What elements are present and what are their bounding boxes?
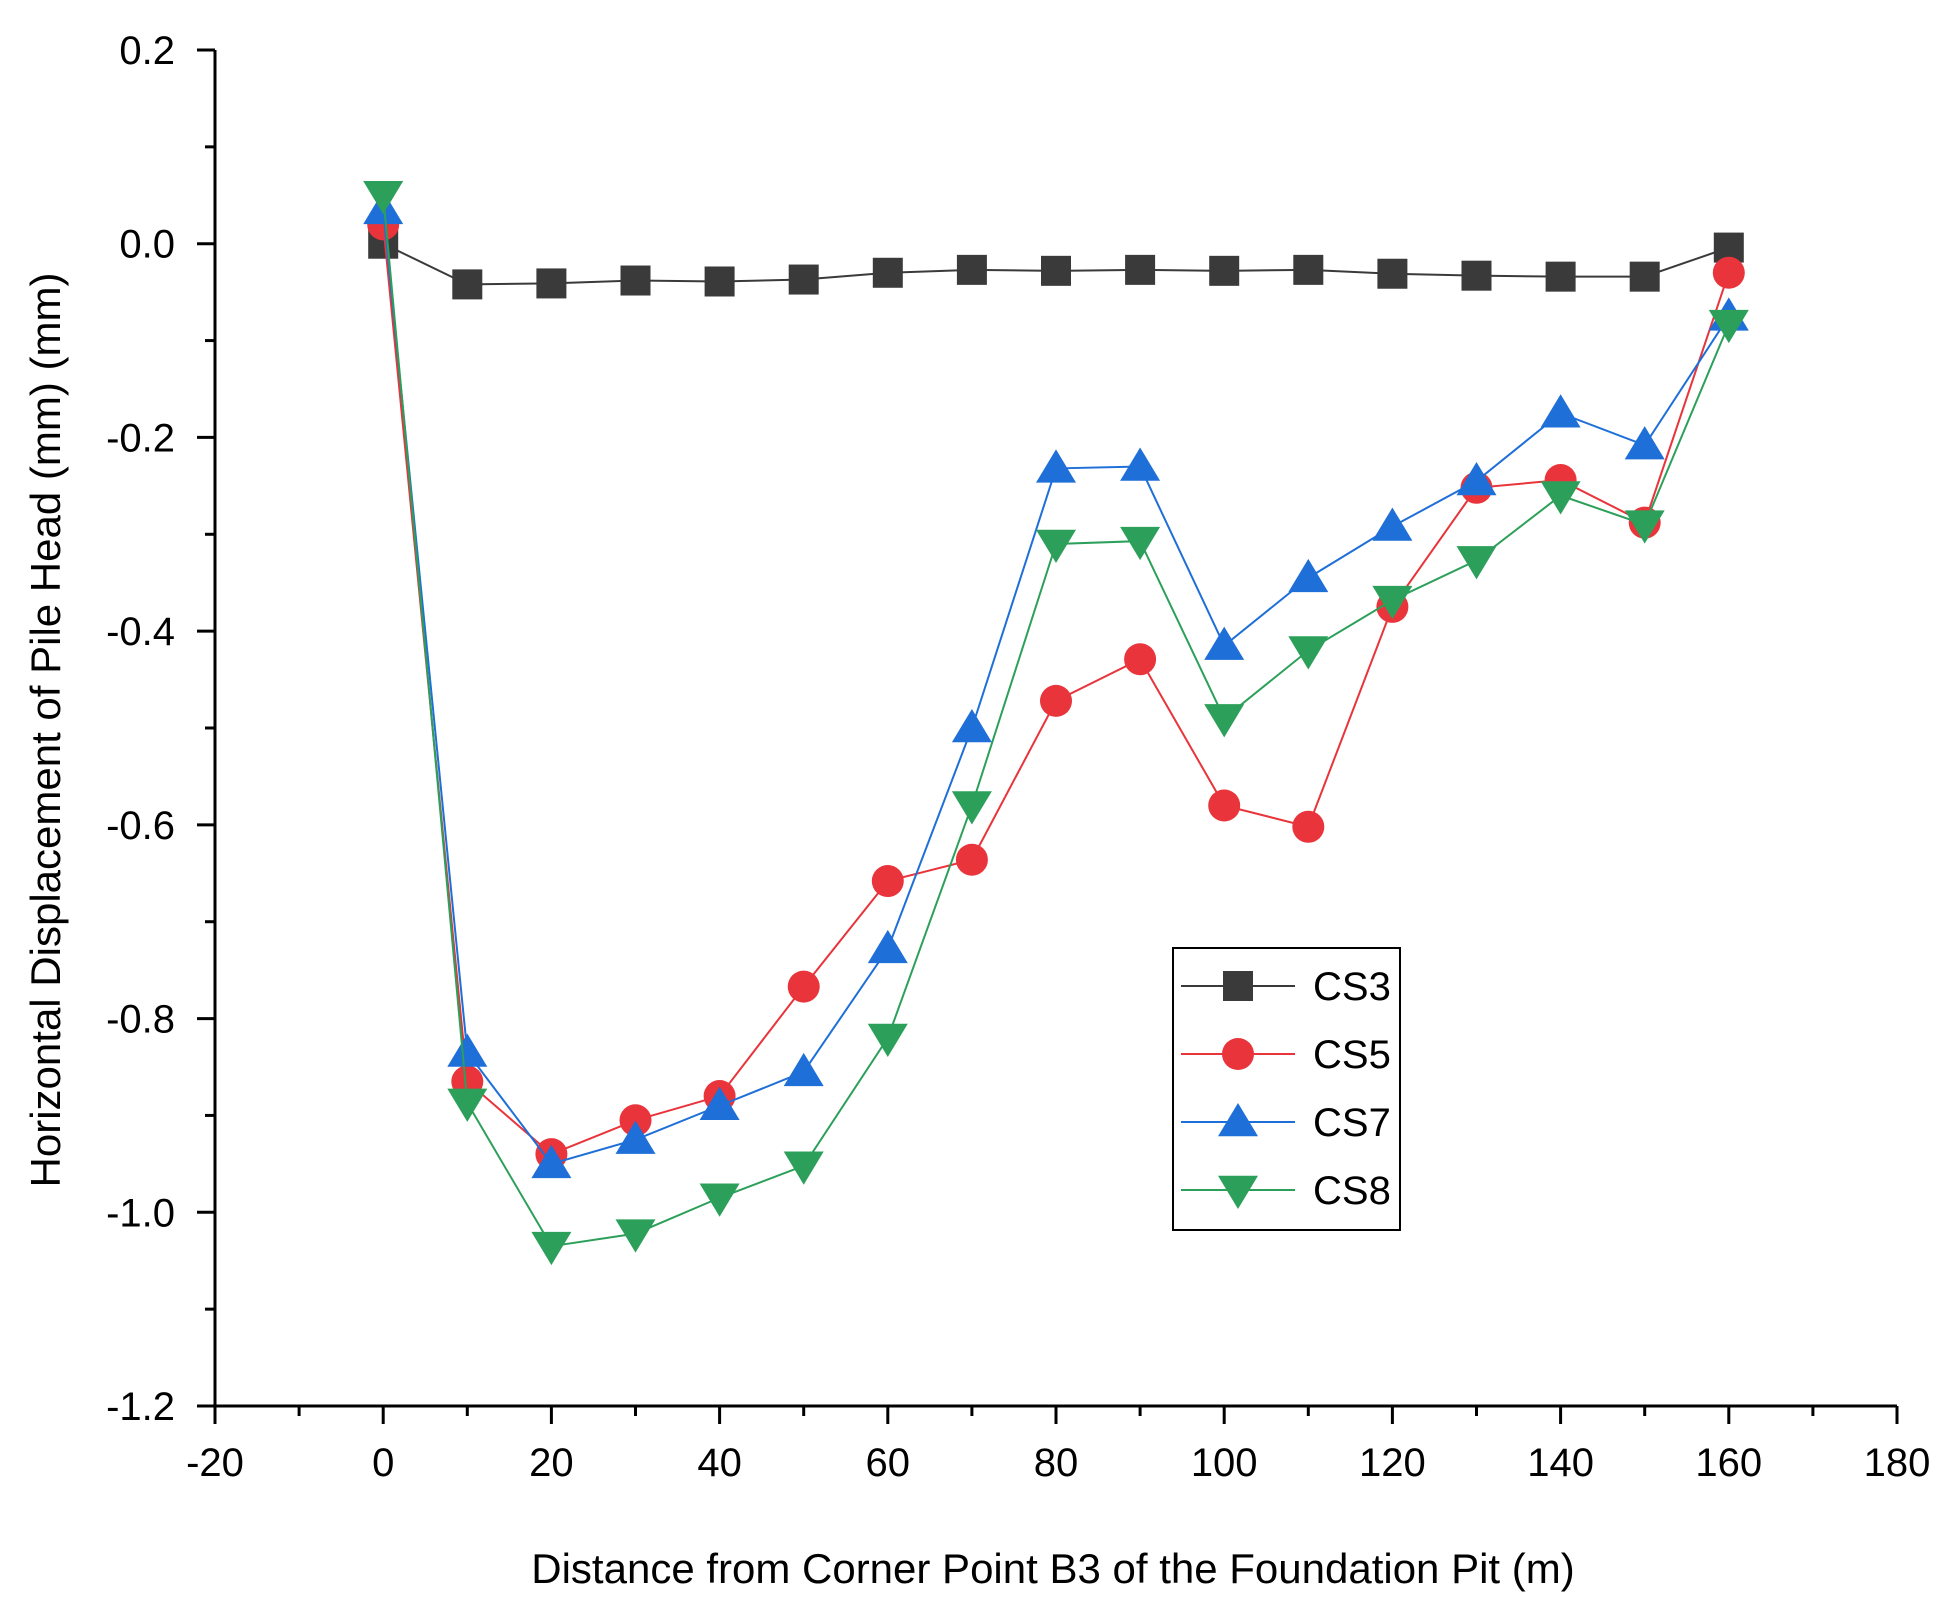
data-point-cs7 [1120, 447, 1161, 481]
data-point-cs3 [1041, 255, 1071, 286]
data-point-cs8 [1540, 481, 1581, 515]
data-point-cs8 [1288, 636, 1329, 670]
data-point-cs7 [615, 1120, 656, 1154]
data-point-cs8 [363, 181, 404, 215]
x-tick-label: -20 [186, 1441, 244, 1485]
data-point-cs7 [951, 709, 992, 743]
data-point-cs5 [787, 970, 820, 1003]
x-tick-label: 120 [1359, 1441, 1426, 1485]
x-tick-label: 100 [1191, 1441, 1258, 1485]
legend-marker-cs3 [1223, 971, 1253, 1001]
data-point-cs8 [867, 1023, 908, 1057]
data-point-cs7 [1624, 426, 1665, 460]
data-point-cs3 [956, 254, 987, 285]
x-tick-label: 80 [1034, 1441, 1079, 1485]
data-point-cs3 [1293, 254, 1324, 285]
data-point-cs7 [1288, 558, 1329, 593]
data-point-cs7 [1036, 449, 1076, 483]
y-tick-label: -0.4 [106, 610, 175, 654]
data-point-cs5 [1040, 684, 1072, 717]
x-axis-title: Distance from Corner Point B3 of the Fou… [531, 1545, 1574, 1592]
data-point-cs7 [1204, 626, 1245, 660]
data-point-cs5 [871, 865, 904, 898]
data-point-cs3 [536, 268, 567, 299]
data-point-cs8 [447, 1088, 488, 1122]
series-line-cs8 [382, 195, 1730, 1248]
y-axis-title: Horizontal Displacement of Pile Head (mm… [22, 273, 69, 1188]
data-point-cs7 [867, 929, 908, 964]
legend: CS3 CS5 CS7 CS8 [1172, 947, 1401, 1231]
y-tick-label: -1.2 [106, 1385, 175, 1429]
data-point-cs3 [1545, 261, 1576, 292]
data-point-cs7 [531, 1144, 572, 1179]
data-point-cs5 [955, 843, 988, 876]
series-cs7 [363, 190, 1749, 1179]
data-point-cs8 [1372, 585, 1413, 620]
x-tick-label: 0 [372, 1441, 394, 1485]
data-point-cs5 [1292, 810, 1325, 843]
data-point-cs3 [620, 265, 651, 296]
axes: -20 0 20 40 60 80 100 120 140 160 180 0.2 0.0 -0.2 -0.… [106, 29, 1930, 1485]
data-point-cs3 [1629, 261, 1660, 292]
y-tick-label: 0.0 [119, 223, 175, 267]
legend-label-cs7: CS7 [1313, 1101, 1391, 1145]
y-tick-label: 0.2 [119, 29, 175, 73]
data-point-cs8 [1036, 529, 1076, 563]
data-point-cs7 [1456, 462, 1497, 496]
data-point-cs8 [1456, 546, 1497, 580]
data-point-cs8 [1204, 704, 1245, 738]
data-point-cs8 [699, 1183, 740, 1217]
x-tick-label: 40 [697, 1441, 742, 1485]
legend-marker-cs8 [1218, 1175, 1258, 1209]
data-point-cs7 [699, 1086, 740, 1120]
data-point-cs5 [1712, 256, 1745, 289]
data-point-cs3 [788, 264, 819, 295]
data-point-cs7 [783, 1052, 824, 1087]
x-tick-label: 160 [1695, 1441, 1762, 1485]
data-point-cs3 [1209, 255, 1240, 286]
y-tick-label: -0.8 [106, 998, 175, 1042]
series-cs5 [367, 208, 1745, 1171]
legend-label-cs8: CS8 [1313, 1169, 1391, 1213]
data-point-cs5 [619, 1104, 652, 1137]
legend-box [1172, 947, 1401, 1231]
data-point-cs8 [1708, 309, 1749, 344]
x-tick-label: 60 [866, 1441, 911, 1485]
data-point-cs7 [1540, 394, 1581, 428]
legend-marker-cs5 [1222, 1038, 1254, 1070]
data-point-cs3 [704, 266, 735, 297]
data-point-cs8 [615, 1219, 656, 1253]
data-point-cs8 [1120, 526, 1161, 561]
series-cs8 [363, 181, 1749, 1266]
data-point-cs5 [1208, 789, 1241, 822]
data-point-cs3 [1125, 254, 1156, 285]
x-tick-label: 140 [1527, 1441, 1594, 1485]
data-point-cs8 [783, 1151, 824, 1185]
x-tick-label: 180 [1864, 1441, 1931, 1485]
series-layer [363, 181, 1749, 1266]
x-tick-label: 20 [529, 1441, 574, 1485]
data-point-cs7 [1372, 507, 1413, 541]
data-point-cs3 [452, 269, 483, 300]
data-point-cs8 [531, 1231, 572, 1266]
data-point-cs7 [447, 1033, 488, 1067]
data-point-cs5 [1124, 643, 1157, 676]
data-point-cs3 [1461, 260, 1492, 291]
y-tick-label: -0.2 [106, 416, 175, 460]
series-cs3 [368, 228, 1744, 300]
data-point-cs8 [1624, 510, 1665, 544]
legend-label-cs3: CS3 [1313, 965, 1391, 1009]
legend-label-cs5: CS5 [1313, 1033, 1391, 1077]
data-point-cs8 [951, 791, 992, 825]
data-point-cs3 [1377, 258, 1408, 289]
data-point-cs3 [872, 257, 903, 288]
y-tick-label: -0.6 [106, 804, 175, 848]
legend-marker-cs7 [1218, 1103, 1258, 1137]
y-tick-label: -1.0 [106, 1191, 175, 1235]
